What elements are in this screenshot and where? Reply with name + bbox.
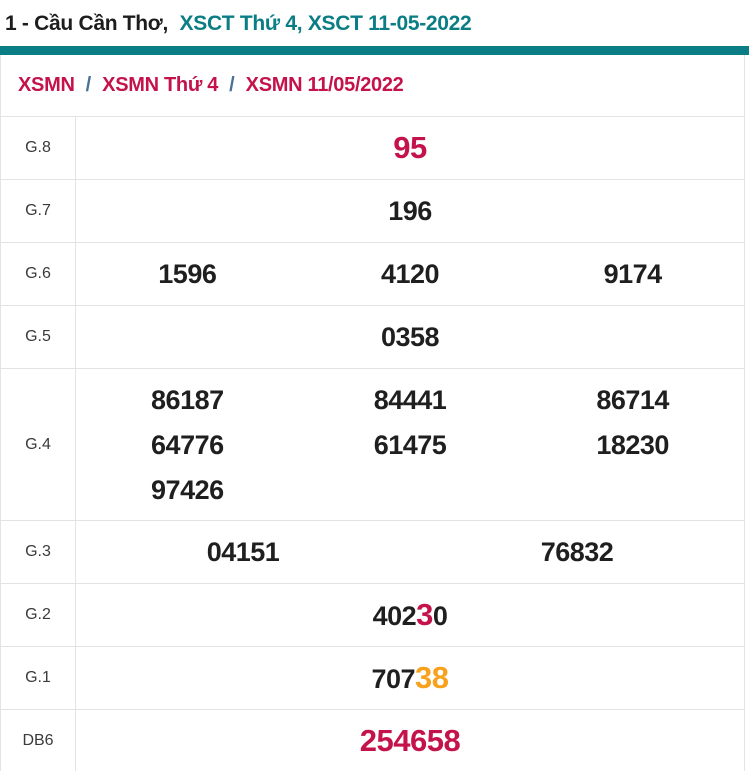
prize-number: 70738 [371,656,449,701]
prize-number: 40230 [373,593,448,638]
prize-number: 4120 [380,252,440,296]
digit-plain: 707 [371,663,416,694]
digit-plain: 4120 [380,259,440,289]
prize-values: 1596 4120 9174 [76,243,744,305]
prize-number: 61475 [374,423,447,467]
prize-number: 86187 [151,378,224,422]
digit-highlight-orange: 38 [415,659,449,695]
prize-label: G.6 [1,243,76,305]
prize-label: G.5 [1,306,76,368]
digit-plain: 76832 [540,537,614,567]
prize-row-g1: G.1 70738 [1,647,744,710]
prize-number: 97426 [151,468,224,512]
breadcrumb-separator: / [229,74,235,96]
digit-highlight-crimson: 95 [393,129,427,165]
prize-number: 04151 [207,530,280,574]
prize-row-db6: DB6 254658 [1,710,744,771]
digit-plain: 18230 [596,429,669,460]
digit-plain: 86187 [151,384,224,415]
digit-plain: 64776 [151,429,224,460]
digit-plain: 04151 [206,537,280,567]
digit-plain: 61475 [373,429,447,460]
prize-values: 254658 [76,710,744,771]
prize-values: 196 [76,180,744,242]
prize-values: 0358 [76,306,744,368]
breadcrumb-link-3[interactable]: XSMN 11/05/2022 [245,74,404,96]
prize-number: 84441 [374,378,447,422]
digit-plain: 1596 [158,259,217,289]
prize-number: 95 [393,126,427,171]
digit-plain: 97426 [151,474,224,505]
prize-row-g5: G.5 0358 [1,306,744,369]
results-table: G.8 95 G.7 196 G.6 1596 4120 9174 G.5 0358 G.4 8618… [1,117,744,771]
prize-number: 254658 [359,719,461,764]
prize-number: 64776 [151,423,224,467]
results-panel: XSMN / XSMN Thứ 4 / XSMN 11/05/2022 G.8 95 G.7… [0,55,745,771]
prize-values: 04151 76832 [76,521,744,583]
prize-label: G.4 [1,369,76,520]
divider-bar [0,46,749,55]
prize-number: 76832 [541,530,614,574]
prize-row-g6: G.6 1596 4120 9174 [1,243,744,306]
prize-label: G.7 [1,180,76,242]
prize-number: 9174 [603,252,663,296]
digit-plain: 402 [372,600,417,631]
breadcrumb-link-1[interactable]: XSMN [18,74,75,96]
prize-number: 1596 [158,252,217,296]
prize-row-g7: G.7 196 [1,180,744,243]
prize-label: DB6 [1,710,76,771]
digit-plain: 86714 [596,384,669,415]
prize-values: 40230 [76,584,744,646]
digit-plain: 196 [388,196,432,226]
prize-number: 196 [388,189,432,233]
digit-highlight-crimson: 3 [416,596,433,632]
digit-plain: 84441 [373,384,447,415]
prize-label: G.2 [1,584,76,646]
prize-label: G.8 [1,117,76,179]
digit-highlight-crimson: 254658 [359,722,461,758]
prize-row-g4: G.4 86187 84441 86714 64776 61475 18230 97426 [1,369,744,521]
prize-values: 86187 84441 86714 64776 61475 18230 97426 [76,369,744,520]
prize-values: 95 [76,117,744,179]
prize-row-g3: G.3 04151 76832 [1,521,744,584]
title-prefix: 1 - Cầu Cần Thơ, [5,12,168,35]
breadcrumb-link-2[interactable]: XSMN Thứ 4 [102,74,219,96]
prize-values: 70738 [76,647,744,709]
prize-row-g2: G.2 40230 [1,584,744,647]
prize-label: G.3 [1,521,76,583]
breadcrumb: XSMN / XSMN Thứ 4 / XSMN 11/05/2022 [1,55,744,117]
prize-label: G.1 [1,647,76,709]
prize-row-g8: G.8 95 [1,117,744,180]
page-title: 1 - Cầu Cần Thơ, XSCT Thứ 4, XSCT 11-05-… [0,0,749,46]
digit-plain: 0358 [380,322,440,352]
breadcrumb-separator: / [85,74,92,96]
prize-number: 0358 [380,315,440,359]
prize-number: 18230 [596,423,669,467]
title-accent: XSCT Thứ 4, XSCT 11-05-2022 [179,12,472,35]
digit-plain: 9174 [603,259,663,289]
digit-plain: 0 [432,600,448,631]
prize-number: 86714 [596,378,669,422]
